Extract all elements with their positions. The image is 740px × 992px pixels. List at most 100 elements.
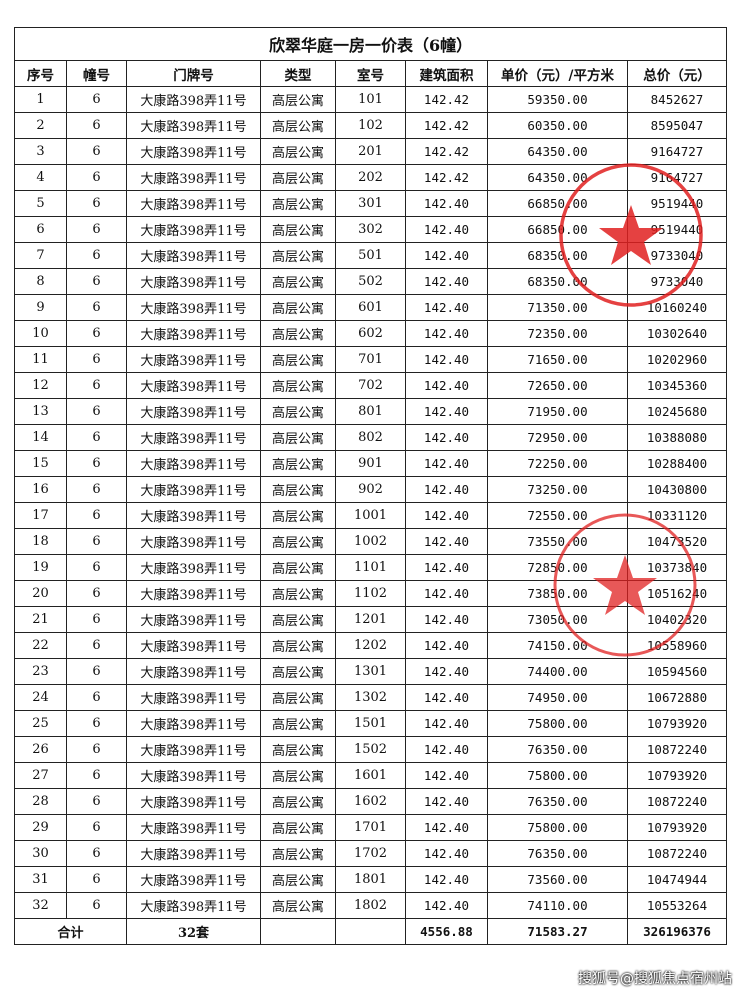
cell-area: 142.40 bbox=[405, 242, 488, 269]
empty-cell bbox=[335, 918, 406, 945]
cell-room: 102 bbox=[335, 112, 406, 139]
cell-seq: 22 bbox=[14, 632, 67, 659]
cell-seq: 4 bbox=[14, 164, 67, 191]
cell-total-price: 10402320 bbox=[626, 606, 728, 633]
cell-address: 大康路398弄11号 bbox=[126, 580, 261, 607]
cell-building: 6 bbox=[66, 242, 127, 269]
cell-area: 142.42 bbox=[405, 86, 488, 113]
cell-seq: 26 bbox=[14, 736, 67, 763]
cell-type: 高层公寓 bbox=[260, 242, 336, 269]
table-row: 32 6 大康路398弄11号 高层公寓 1802 142.40 74110.00 10553… bbox=[14, 892, 728, 919]
cell-seq: 20 bbox=[14, 580, 67, 607]
cell-building: 6 bbox=[66, 502, 127, 529]
table-row: 12 6 大康路398弄11号 高层公寓 702 142.40 72650.00 103453… bbox=[14, 372, 728, 399]
cell-seq: 23 bbox=[14, 658, 67, 685]
cell-total-price: 10594560 bbox=[626, 658, 728, 685]
cell-type: 高层公寓 bbox=[260, 190, 336, 217]
table-row: 3 6 大康路398弄11号 高层公寓 201 142.42 64350.00 9164727 bbox=[14, 138, 728, 165]
cell-type: 高层公寓 bbox=[260, 372, 336, 399]
cell-room: 1301 bbox=[335, 658, 406, 685]
table-row: 14 6 大康路398弄11号 高层公寓 802 142.40 72950.00 103880… bbox=[14, 424, 728, 451]
cell-total-price: 10430800 bbox=[626, 476, 728, 503]
cell-type: 高层公寓 bbox=[260, 320, 336, 347]
table-row: 29 6 大康路398弄11号 高层公寓 1701 142.40 75800.00 10793… bbox=[14, 814, 728, 841]
cell-total-price: 10302640 bbox=[626, 320, 728, 347]
cell-total-price: 10516240 bbox=[626, 580, 728, 607]
cell-area: 142.40 bbox=[405, 554, 488, 581]
cell-building: 6 bbox=[66, 788, 127, 815]
cell-room: 1201 bbox=[335, 606, 406, 633]
cell-building: 6 bbox=[66, 658, 127, 685]
table-row: 21 6 大康路398弄11号 高层公寓 1201 142.40 73050.00 10402… bbox=[14, 606, 728, 633]
cell-room: 1102 bbox=[335, 580, 406, 607]
cell-seq: 18 bbox=[14, 528, 67, 555]
column-header: 序号 bbox=[14, 60, 67, 87]
cell-seq: 7 bbox=[14, 242, 67, 269]
cell-unit-price: 76350.00 bbox=[487, 840, 628, 867]
cell-building: 6 bbox=[66, 86, 127, 113]
table-row: 10 6 大康路398弄11号 高层公寓 602 142.40 72350.00 103026… bbox=[14, 320, 728, 347]
cell-building: 6 bbox=[66, 138, 127, 165]
cell-unit-price: 72650.00 bbox=[487, 372, 628, 399]
cell-address: 大康路398弄11号 bbox=[126, 450, 261, 477]
cell-type: 高层公寓 bbox=[260, 398, 336, 425]
cell-area: 142.40 bbox=[405, 268, 488, 295]
cell-type: 高层公寓 bbox=[260, 86, 336, 113]
cell-building: 6 bbox=[66, 736, 127, 763]
cell-address: 大康路398弄11号 bbox=[126, 398, 261, 425]
cell-address: 大康路398弄11号 bbox=[126, 684, 261, 711]
cell-total-price: 10872240 bbox=[626, 840, 728, 867]
table-title: 欣翠华庭一房一价表（6幢） bbox=[13, 27, 728, 61]
cell-area: 142.40 bbox=[405, 346, 488, 373]
cell-building: 6 bbox=[66, 684, 127, 711]
cell-building: 6 bbox=[66, 450, 127, 477]
table-row: 6 6 大康路398弄11号 高层公寓 302 142.40 66850.00 9519440 bbox=[14, 216, 728, 243]
cell-room: 201 bbox=[335, 138, 406, 165]
cell-area: 142.40 bbox=[405, 606, 488, 633]
column-header: 总价（元） bbox=[626, 60, 728, 87]
cell-unit-price: 75800.00 bbox=[487, 762, 628, 789]
cell-area: 142.40 bbox=[405, 736, 488, 763]
cell-building: 6 bbox=[66, 528, 127, 555]
cell-room: 1701 bbox=[335, 814, 406, 841]
cell-area: 142.40 bbox=[405, 294, 488, 321]
cell-unit-price: 75800.00 bbox=[487, 814, 628, 841]
cell-total-price: 10793920 bbox=[626, 762, 728, 789]
cell-address: 大康路398弄11号 bbox=[126, 112, 261, 139]
cell-area: 142.40 bbox=[405, 528, 488, 555]
cell-address: 大康路398弄11号 bbox=[126, 268, 261, 295]
cell-type: 高层公寓 bbox=[260, 658, 336, 685]
column-header: 门牌号 bbox=[126, 60, 261, 87]
table-row: 7 6 大康路398弄11号 高层公寓 501 142.40 68350.00 9733040 bbox=[14, 242, 728, 269]
cell-room: 302 bbox=[335, 216, 406, 243]
cell-building: 6 bbox=[66, 840, 127, 867]
table-row: 25 6 大康路398弄11号 高层公寓 1501 142.40 75800.00 10793… bbox=[14, 710, 728, 737]
cell-total-price: 10388080 bbox=[626, 424, 728, 451]
cell-seq: 16 bbox=[14, 476, 67, 503]
cell-seq: 2 bbox=[14, 112, 67, 139]
table-row: 4 6 大康路398弄11号 高层公寓 202 142.42 64350.00 9164727 bbox=[14, 164, 728, 191]
cell-room: 1801 bbox=[335, 866, 406, 893]
cell-total-price: 10245680 bbox=[626, 398, 728, 425]
cell-type: 高层公寓 bbox=[260, 710, 336, 737]
cell-total-price: 10473520 bbox=[626, 528, 728, 555]
table-row: 26 6 大康路398弄11号 高层公寓 1502 142.40 76350.00 10872… bbox=[14, 736, 728, 763]
cell-unit-price: 75800.00 bbox=[487, 710, 628, 737]
cell-seq: 3 bbox=[14, 138, 67, 165]
cell-area: 142.42 bbox=[405, 112, 488, 139]
cell-unit-price: 74110.00 bbox=[487, 892, 628, 919]
cell-type: 高层公寓 bbox=[260, 814, 336, 841]
cell-area: 142.40 bbox=[405, 580, 488, 607]
cell-building: 6 bbox=[66, 866, 127, 893]
column-header: 幢号 bbox=[66, 60, 127, 87]
total-row: 合计 32套 4556.88 71583.27 326196376 bbox=[14, 918, 728, 945]
cell-total-price: 10345360 bbox=[626, 372, 728, 399]
total-area: 4556.88 bbox=[405, 918, 488, 945]
table-row: 28 6 大康路398弄11号 高层公寓 1602 142.40 76350.00 10872… bbox=[14, 788, 728, 815]
cell-address: 大康路398弄11号 bbox=[126, 892, 261, 919]
cell-seq: 12 bbox=[14, 372, 67, 399]
cell-unit-price: 60350.00 bbox=[487, 112, 628, 139]
column-header: 类型 bbox=[260, 60, 336, 87]
cell-room: 1101 bbox=[335, 554, 406, 581]
cell-area: 142.42 bbox=[405, 138, 488, 165]
